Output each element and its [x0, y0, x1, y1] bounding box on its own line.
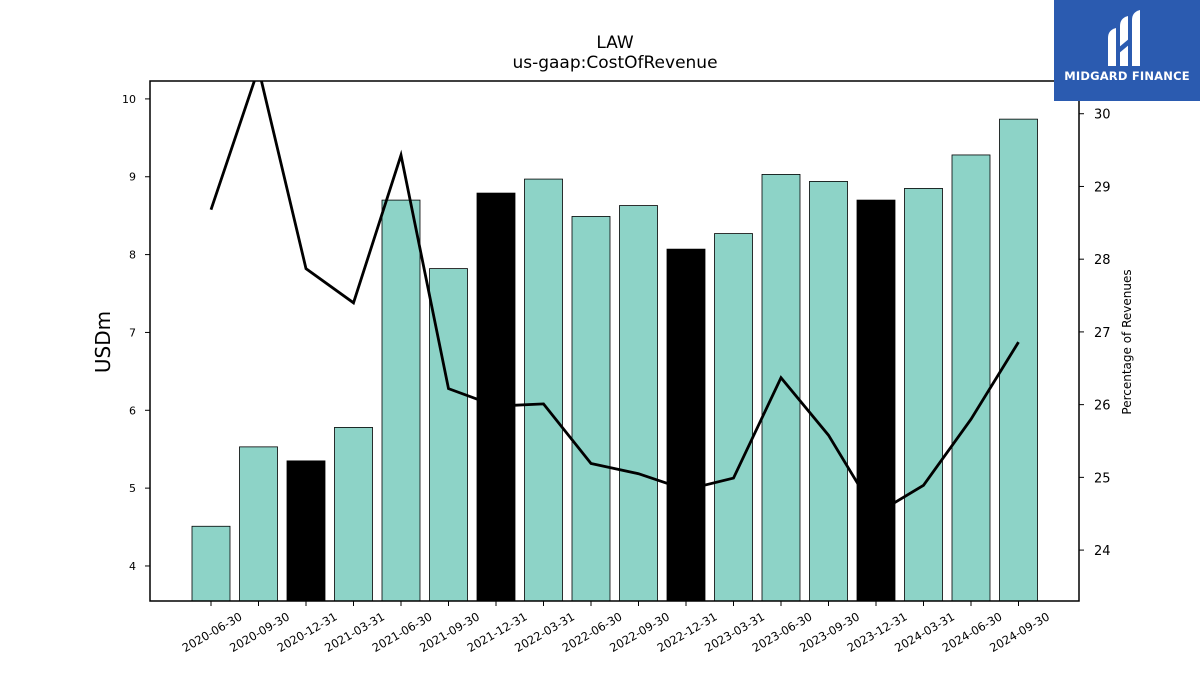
y2-tick-label: 28: [1094, 253, 1111, 268]
y-tick-label: 7: [129, 326, 136, 339]
bar: [951, 154, 991, 601]
y2-tick-label: 29: [1094, 180, 1111, 195]
y-tick-label: 4: [129, 560, 136, 573]
bar: [286, 460, 326, 601]
bar: [334, 427, 373, 601]
bar: [666, 248, 706, 601]
y-tick-label: 8: [129, 249, 136, 262]
y-tick-label: 9: [129, 171, 136, 184]
bars-layer: [191, 118, 1038, 601]
y2-tick-label: 27: [1094, 326, 1111, 341]
y-tick-label: 6: [129, 404, 136, 417]
y-tick-label: 5: [129, 482, 136, 495]
bar: [714, 233, 753, 601]
bar: [571, 216, 611, 601]
bar: [476, 192, 516, 601]
y-axis-label: USDm: [91, 311, 115, 373]
y2-tick-label: 25: [1094, 471, 1111, 486]
percentage-line: [209, 81, 1020, 516]
line-layer: [209, 81, 1020, 516]
bar: [761, 174, 801, 601]
bar: [381, 199, 421, 601]
y-tick-label: 10: [122, 93, 136, 106]
y2-axis-label: Percentage of Revenues: [1120, 269, 1134, 414]
bar: [999, 118, 1038, 601]
bar: [524, 178, 563, 601]
midgard-logo-icon: [1108, 10, 1140, 66]
y2-tick-label: 24: [1094, 544, 1111, 559]
bar: [809, 181, 848, 601]
logo-text: MIDGARD FINANCE: [1064, 69, 1190, 83]
chart-subtitle: us-gaap:CostOfRevenue: [512, 53, 717, 73]
bar: [619, 205, 658, 601]
y2-tick-label: 30: [1094, 108, 1111, 123]
bar: [904, 188, 943, 601]
bar: [191, 525, 231, 601]
y2-tick-label: 26: [1094, 399, 1111, 414]
plot-frame: [149, 80, 1080, 602]
bar: [856, 199, 896, 601]
bar: [239, 446, 278, 601]
chart-title: LAW: [596, 33, 634, 53]
brand-logo: MIDGARD FINANCE: [1054, 0, 1200, 101]
